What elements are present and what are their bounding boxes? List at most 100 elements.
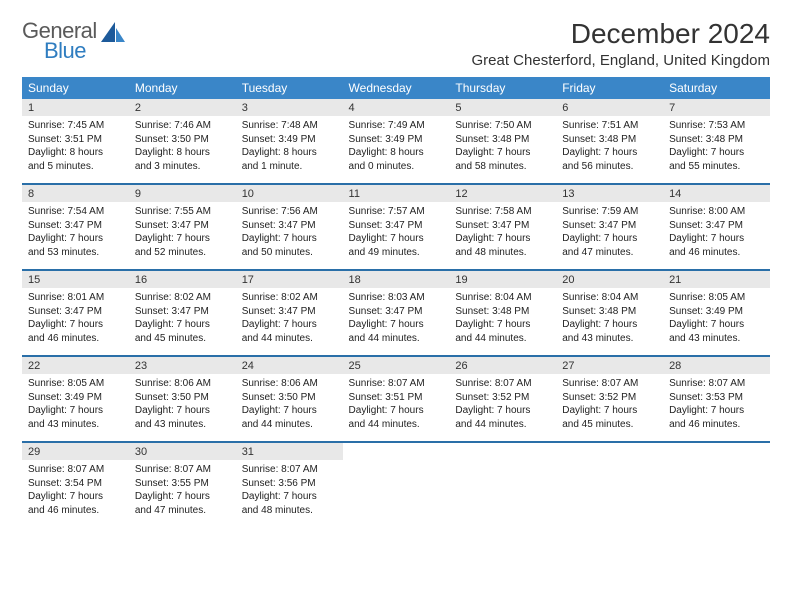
sunrise-text: Sunrise: 7:49 AM	[349, 120, 425, 131]
day-number-cell: 22	[22, 356, 129, 374]
day-data-row: Sunrise: 7:54 AMSunset: 3:47 PMDaylight:…	[22, 202, 770, 270]
day-data-cell: Sunrise: 7:48 AMSunset: 3:49 PMDaylight:…	[236, 116, 343, 184]
sunset-text: Sunset: 3:47 PM	[349, 220, 423, 231]
sunset-text: Sunset: 3:48 PM	[455, 134, 529, 145]
day-data-row: Sunrise: 7:45 AM Sunset: 3:51 PM Daylight:…	[22, 116, 770, 184]
day-data-cell	[449, 460, 556, 527]
sunset-text: Sunset: 3:47 PM	[349, 306, 423, 317]
sunset-text: Sunset: 3:55 PM	[135, 478, 209, 489]
sunrise-text: Sunrise: 8:01 AM	[28, 292, 104, 303]
daylight-text-2: and 47 minutes.	[135, 505, 206, 516]
day-data-cell: Sunrise: 7:56 AMSunset: 3:47 PMDaylight:…	[236, 202, 343, 270]
daylight-text-1: Daylight: 7 hours	[349, 319, 424, 330]
day-data-cell: Sunrise: 8:04 AMSunset: 3:48 PMDaylight:…	[449, 288, 556, 356]
daylight-text-1: Daylight: 7 hours	[455, 405, 530, 416]
day-data-cell: Sunrise: 8:05 AMSunset: 3:49 PMDaylight:…	[22, 374, 129, 442]
sunset-text: Sunset: 3:51 PM	[28, 134, 102, 145]
sunrise-text: Sunrise: 7:56 AM	[242, 206, 318, 217]
sunset-text: Sunset: 3:47 PM	[242, 220, 316, 231]
day-number-cell: 21	[663, 270, 770, 288]
sunrise-text: Sunrise: 8:06 AM	[242, 378, 318, 389]
day-number-cell: 1	[22, 99, 129, 116]
sunrise-text: Sunrise: 7:50 AM	[455, 120, 531, 131]
calendar-table: Sunday Monday Tuesday Wednesday Thursday…	[22, 77, 770, 527]
sunset-text: Sunset: 3:47 PM	[135, 220, 209, 231]
day-data-row: Sunrise: 8:07 AMSunset: 3:54 PMDaylight:…	[22, 460, 770, 527]
daylight-text-2: and 43 minutes.	[135, 419, 206, 430]
daylight-text-1: Daylight: 7 hours	[28, 233, 103, 244]
day-data-cell: Sunrise: 7:57 AMSunset: 3:47 PMDaylight:…	[343, 202, 450, 270]
sunset-text: Sunset: 3:49 PM	[242, 134, 316, 145]
day-number-cell	[663, 442, 770, 460]
sunset-text: Sunset: 3:51 PM	[349, 392, 423, 403]
sunset-text: Sunset: 3:47 PM	[455, 220, 529, 231]
sunset-text: Sunset: 3:48 PM	[562, 306, 636, 317]
day-data-cell: Sunrise: 8:07 AMSunset: 3:56 PMDaylight:…	[236, 460, 343, 527]
sunset-text: Sunset: 3:56 PM	[242, 478, 316, 489]
day-data-cell: Sunrise: 7:45 AM Sunset: 3:51 PM Daylight:…	[22, 116, 129, 184]
day-number-cell: 7	[663, 99, 770, 116]
sunrise-text: Sunrise: 7:46 AM	[135, 120, 211, 131]
day-data-cell: Sunrise: 8:07 AMSunset: 3:52 PMDaylight:…	[556, 374, 663, 442]
day-data-cell: Sunrise: 8:07 AMSunset: 3:51 PMDaylight:…	[343, 374, 450, 442]
sunrise-text: Sunrise: 8:02 AM	[135, 292, 211, 303]
daylight-text-2: and 46 minutes.	[28, 505, 99, 516]
daylight-text-2: and 44 minutes.	[242, 333, 313, 344]
day-number-cell: 20	[556, 270, 663, 288]
sunset-text: Sunset: 3:48 PM	[562, 134, 636, 145]
day-number-cell: 8	[22, 184, 129, 202]
day-data-cell: Sunrise: 8:07 AMSunset: 3:55 PMDaylight:…	[129, 460, 236, 527]
sunset-text: Sunset: 3:47 PM	[669, 220, 743, 231]
day-data-cell: Sunrise: 7:55 AM Sunset: 3:47 PM Daylight:…	[129, 202, 236, 270]
daylight-text-2: and 44 minutes.	[455, 419, 526, 430]
daylight-text-2: and 43 minutes.	[562, 333, 633, 344]
sunset-text: Sunset: 3:52 PM	[562, 392, 636, 403]
sunset-text: Sunset: 3:47 PM	[28, 220, 102, 231]
daylight-text-2: and 43 minutes.	[28, 419, 99, 430]
day-number-cell: 25	[343, 356, 450, 374]
daylight-text-1: Daylight: 7 hours	[455, 319, 530, 330]
daylight-text-2: and 56 minutes.	[562, 161, 633, 172]
daylight-text-1: Daylight: 7 hours	[562, 319, 637, 330]
sunset-text: Sunset: 3:50 PM	[242, 392, 316, 403]
daylight-text-1: Daylight: 8 hours	[28, 147, 103, 158]
day-number-cell: 27	[556, 356, 663, 374]
daylight-text-2: and 46 minutes.	[669, 419, 740, 430]
sunset-text: Sunset: 3:47 PM	[562, 220, 636, 231]
day-data-row: Sunrise: 8:05 AMSunset: 3:49 PMDaylight:…	[22, 374, 770, 442]
day-number-cell: 29	[22, 442, 129, 460]
day-data-cell: Sunrise: 8:01 AMSunset: 3:47 PMDaylight:…	[22, 288, 129, 356]
day-number-cell: 31	[236, 442, 343, 460]
sunset-text: Sunset: 3:47 PM	[135, 306, 209, 317]
sunset-text: Sunset: 3:47 PM	[28, 306, 102, 317]
sunset-text: Sunset: 3:48 PM	[455, 306, 529, 317]
calendar-page: General Blue December 2024 Great Chester…	[0, 0, 792, 545]
daylight-text-1: Daylight: 7 hours	[135, 319, 210, 330]
sunrise-text: Sunrise: 7:57 AM	[349, 206, 425, 217]
sunrise-text: Sunrise: 7:59 AM	[562, 206, 638, 217]
day-data-row: Sunrise: 8:01 AM Sunset: 3:47 PM Daylight:…	[22, 288, 770, 356]
daylight-text-1: Daylight: 7 hours	[28, 491, 103, 502]
daylight-text-2: and 47 minutes.	[562, 247, 633, 258]
day-number-cell: 16	[129, 270, 236, 288]
daylight-text-1: Daylight: 7 hours	[135, 233, 210, 244]
daylight-text-2: and 46 minutes.	[669, 247, 740, 258]
daylight-text-2: and 5 minutes.	[28, 161, 94, 172]
logo-sail-icon	[101, 22, 125, 44]
sunrise-text: Sunrise: 7:55 AM	[135, 206, 211, 217]
day-number-cell: 14	[663, 184, 770, 202]
weekday-header: Monday	[129, 77, 236, 99]
weekday-header: Thursday	[449, 77, 556, 99]
sunrise-text: Sunrise: 7:53 AM	[669, 120, 745, 131]
day-data-cell: Sunrise: 8:05 AMSunset: 3:49 PMDaylight:…	[663, 288, 770, 356]
daylight-text-1: Daylight: 7 hours	[28, 405, 103, 416]
sunrise-text: Sunrise: 8:07 AM	[562, 378, 638, 389]
daylight-text-2: and 55 minutes.	[669, 161, 740, 172]
daylight-text-1: Daylight: 7 hours	[455, 147, 530, 158]
location-subtitle: Great Chesterford, England, United Kingd…	[472, 52, 771, 69]
day-data-cell: Sunrise: 8:06 AMSunset: 3:50 PMDaylight:…	[236, 374, 343, 442]
sunrise-text: Sunrise: 8:07 AM	[455, 378, 531, 389]
day-number-cell: 3	[236, 99, 343, 116]
day-number-cell: 12	[449, 184, 556, 202]
sunrise-text: Sunrise: 7:45 AM	[28, 120, 104, 131]
